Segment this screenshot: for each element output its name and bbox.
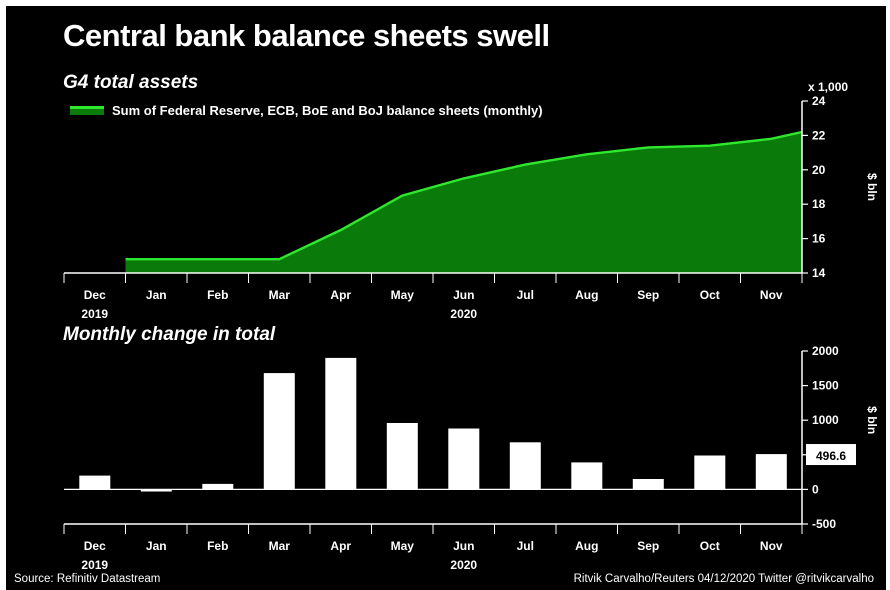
- area-y-tick-label: 20: [812, 163, 826, 177]
- area-chart-legend: Sum of Federal Reserve, ECB, BoE and BoJ…: [70, 103, 543, 118]
- bar-y-tick-label: 2000: [812, 344, 839, 358]
- area-x-tick-label: Jul: [517, 288, 534, 302]
- bar-chart-subtitle: Monthly change in total: [63, 324, 276, 345]
- bar-x-tick-label: Dec: [84, 539, 106, 553]
- bar-x-tick-label: Apr: [330, 539, 351, 553]
- bar-x-tick-label: May: [391, 539, 415, 553]
- area-year-label: 2019: [81, 307, 108, 321]
- legend-swatch: [70, 106, 104, 115]
- bar-y-tick-label: 1500: [812, 379, 839, 393]
- bar-jun: [448, 428, 480, 490]
- area-x-tick-label: Sep: [637, 288, 659, 302]
- area-y-tick-label: 22: [812, 128, 826, 142]
- bar-x-tick-label: Nov: [760, 539, 783, 553]
- bar-apr: [325, 357, 357, 490]
- area-y-unit: x 1,000: [808, 80, 848, 94]
- area-x-tick-label: Dec: [84, 288, 106, 302]
- bar-x-tick-label: Oct: [700, 539, 720, 553]
- bar-oct: [694, 455, 726, 490]
- area-x-tick-label: Apr: [330, 288, 351, 302]
- bar-may: [386, 423, 418, 490]
- area-y-tick-label: 14: [812, 266, 826, 280]
- bar-x-tick-label: Feb: [207, 539, 228, 553]
- bar-y-tick-label: -500: [812, 517, 836, 531]
- bar-y-label: $ bln: [865, 406, 879, 434]
- area-series-line: [125, 130, 803, 261]
- bar-x-tick-label: Jul: [517, 539, 534, 553]
- bar-x-tick-label: Jan: [146, 539, 167, 553]
- bar-nov: [755, 454, 787, 490]
- area-y-label: $ bln: [865, 173, 879, 201]
- bar-dec: [79, 475, 111, 490]
- bar-y-tick-label: 0: [812, 482, 819, 496]
- area-x-tick-label: Mar: [269, 288, 291, 302]
- area-x-tick-label: Feb: [207, 288, 228, 302]
- area-x-tick-label: Jun: [453, 288, 474, 302]
- area-x-tick-label: Jan: [146, 288, 167, 302]
- bar-jan: [140, 489, 172, 492]
- bar-year-label: 2020: [450, 558, 477, 572]
- area-x-tick-label: May: [391, 288, 415, 302]
- credit-note: Ritvik Carvalho/Reuters 04/12/2020 Twitt…: [573, 573, 874, 585]
- bar-x-tick-label: Aug: [575, 539, 598, 553]
- area-y-tick-label: 16: [812, 232, 826, 246]
- bar-year-label: 2019: [81, 558, 108, 572]
- bar-x-tick-label: Sep: [637, 539, 659, 553]
- area-y-tick-label: 18: [812, 197, 826, 211]
- bar-y-tick-label: 1000: [812, 413, 839, 427]
- callout-label: 496.6: [816, 449, 846, 463]
- chart-title: Central bank balance sheets swell: [63, 18, 550, 53]
- charts-canvas: Dec Jan Feb Mar Apr May Jun Jul Aug Sep Oct Nov 2019…: [63, 80, 879, 572]
- callout-box: [806, 444, 856, 466]
- legend-label: Sum of Federal Reserve, ECB, BoE and BoJ…: [112, 103, 543, 118]
- area-year-label: 2020: [450, 307, 477, 321]
- area-y-tick-label: 24: [812, 94, 826, 108]
- chart-frame: Central bank balance sheets swell G4 tot…: [6, 6, 886, 590]
- source-note: Source: Refinitiv Datastream: [14, 573, 161, 585]
- bar-jul: [509, 442, 541, 490]
- bar-x-tick-label: Jun: [453, 539, 474, 553]
- area-x-tick-label: Oct: [700, 288, 720, 302]
- area-chart-subtitle: G4 total assets: [63, 72, 199, 93]
- bar-feb: [202, 483, 234, 490]
- area-x-tick-label: Nov: [760, 288, 783, 302]
- bar-aug: [571, 462, 603, 490]
- area-x-tick-label: Aug: [575, 288, 598, 302]
- area-fill: [125, 132, 802, 273]
- bar-sep: [632, 479, 664, 490]
- bar-mar: [263, 373, 295, 490]
- bar-x-tick-label: Mar: [269, 539, 291, 553]
